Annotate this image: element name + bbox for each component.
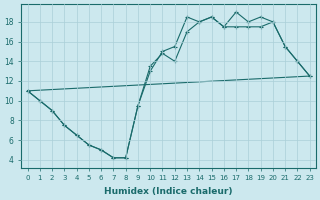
X-axis label: Humidex (Indice chaleur): Humidex (Indice chaleur): [104, 187, 233, 196]
